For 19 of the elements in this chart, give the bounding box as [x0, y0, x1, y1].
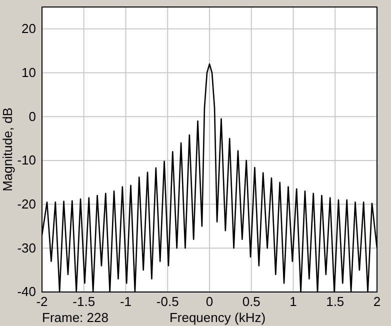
y-axis-title: Magnitude, dB: [0, 108, 15, 192]
x-tick-label: 1: [290, 294, 297, 310]
y-tick-label: 10: [22, 64, 36, 80]
x-tick-label: 1.5: [326, 294, 344, 310]
y-tick-label: 20: [22, 21, 36, 36]
x-tick-label: -1: [120, 294, 132, 310]
x-tick-label: 0.5: [242, 294, 260, 310]
x-tick-label: -1.5: [72, 294, 96, 310]
x-axis-title: Frequency (kHz): [169, 310, 266, 325]
y-tick-label: -20: [17, 196, 36, 212]
y-tick-label: -30: [17, 240, 36, 256]
x-tick-label: -0.5: [156, 294, 179, 310]
y-tick-label: -10: [17, 152, 36, 168]
text: Frame: 228: [42, 310, 108, 325]
y-tick-label: -40: [17, 284, 36, 300]
x-tick-label: 2: [373, 294, 381, 310]
x-tick-label: -2: [36, 294, 48, 310]
x-tick-label: 0: [206, 294, 214, 310]
y-tick-label: 0: [28, 108, 36, 124]
